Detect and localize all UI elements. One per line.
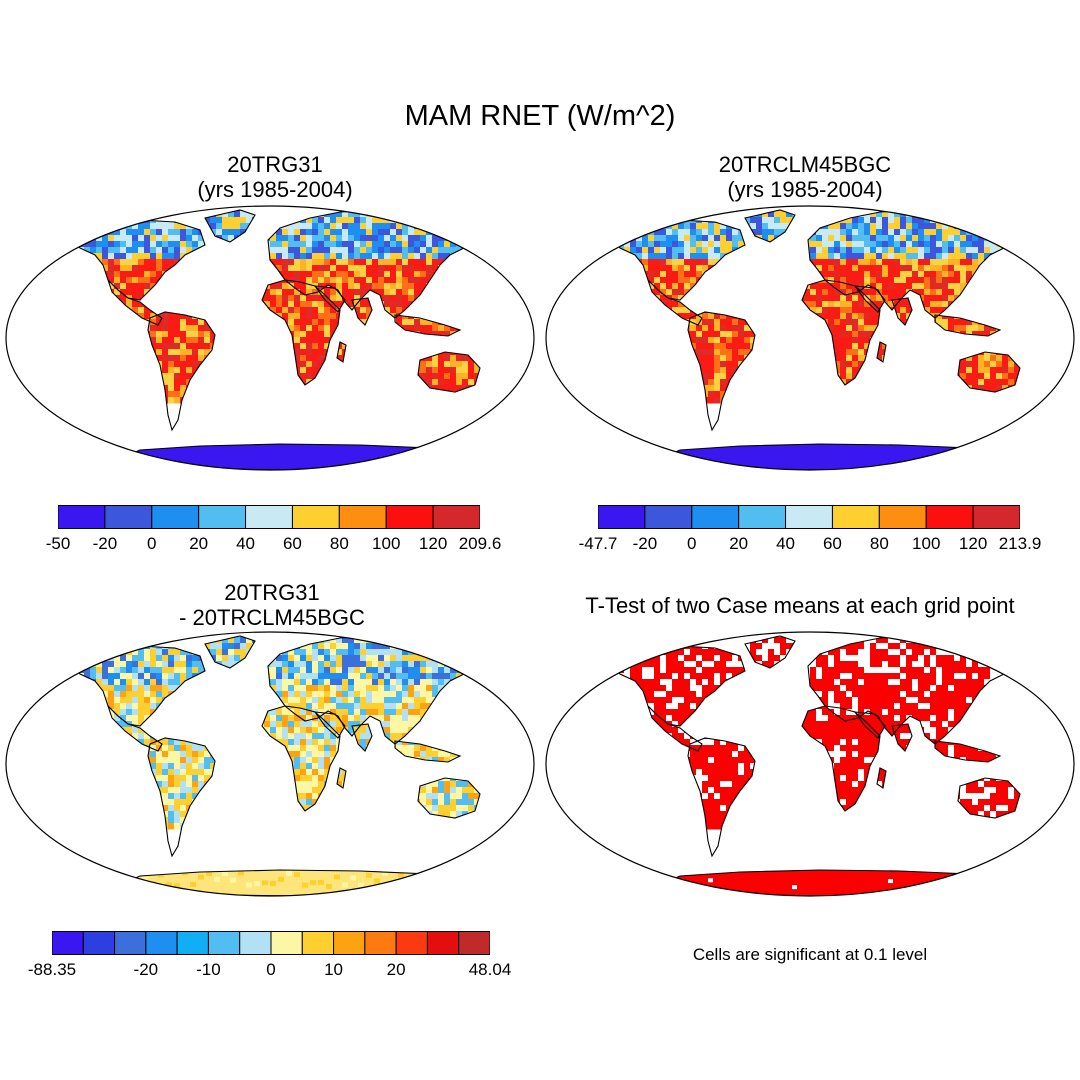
map-frame <box>545 205 1075 471</box>
panel-title-difference: 20TRG31 - 20TRCLM45BGC <box>179 580 365 630</box>
colorbar-tick-label: 40 <box>776 534 796 553</box>
coastlines <box>611 635 1021 896</box>
colorbar-tick-label: 20 <box>386 960 406 979</box>
colorbar-box <box>691 505 740 529</box>
colorbar-tick-label: 80 <box>869 534 889 553</box>
colorbar-box <box>385 505 434 529</box>
colorbar-box <box>82 931 116 955</box>
map-ttest-significance <box>545 631 1075 897</box>
colorbar-box <box>145 931 178 955</box>
panel-title-20trclm45bgc: 20TRCLM45BGC (yrs 1985-2004) <box>718 152 892 202</box>
colorbar-box <box>338 505 387 529</box>
colorbar-tick-label: -10 <box>196 960 221 979</box>
colorbar-box <box>270 931 303 955</box>
map-20trg31 <box>5 205 535 471</box>
colorbar-boxes <box>597 505 1021 529</box>
colorbar-tick-label: 40 <box>236 534 256 553</box>
map-frame <box>545 631 1075 897</box>
colorbar-box <box>426 931 460 955</box>
colorbar-tick-label: 80 <box>329 534 349 553</box>
colorbar-box <box>51 931 84 955</box>
colorbar-box <box>239 931 272 955</box>
colorbar-tick-label: 209.6 <box>458 534 502 553</box>
colorbar-box <box>291 505 340 529</box>
colorbar-tick-label: 213.9 <box>998 534 1042 553</box>
colorbar-box <box>785 505 833 529</box>
figure-title: MAM RNET (W/m^2) <box>404 100 676 132</box>
colorbar-box <box>925 505 974 529</box>
colorbar-tick-label: 0 <box>147 534 157 553</box>
colorbar-tick-label: 60 <box>282 534 302 553</box>
colorbar-box <box>458 931 491 955</box>
colorbar-tick-label: -20 <box>133 960 159 979</box>
colorbar-box <box>114 931 147 955</box>
map-frame <box>5 205 535 471</box>
colorbar-tick-label: -47.7 <box>578 534 618 553</box>
colorbar-box <box>395 931 428 955</box>
colorbar-box <box>972 505 1021 529</box>
colorbar-20trclm45bgc: -47.7 -20 0 20 40 60 80 100 120 213.9 <box>579 505 1041 553</box>
colorbar-box <box>597 505 646 529</box>
colorbar-box <box>364 931 397 955</box>
colorbar-tick-label: 120 <box>958 534 988 553</box>
colorbar-box <box>831 505 880 529</box>
significance-note: Cells are significant at 0.1 level <box>692 945 928 964</box>
colorbar-difference: -88.35 -20 -10 0 10 20 48.04 <box>28 931 511 979</box>
colorbar-tick-label: -88.35 <box>27 960 77 979</box>
colorbar-boxes <box>57 505 481 529</box>
colorbar-box <box>333 931 366 955</box>
colorbar-tick-label: 20 <box>189 534 209 553</box>
colorbar-box <box>198 505 247 529</box>
colorbar-box <box>738 505 787 529</box>
colorbar-tick-label: 48.04 <box>468 960 512 979</box>
colorbar-tick-label: 100 <box>372 534 401 553</box>
colorbar-box <box>644 505 693 529</box>
panel-title-20trg31: 20TRG31 (yrs 1985-2004) <box>197 152 353 202</box>
colorbar-tick-label: 0 <box>687 534 697 553</box>
colorbar-tick-label: 120 <box>418 534 448 553</box>
colorbar-tick-label: -50 <box>45 534 71 553</box>
colorbar-box <box>151 505 200 529</box>
colorbar-box <box>176 931 209 955</box>
colorbar-box <box>432 505 481 529</box>
colorbar-box <box>104 505 153 529</box>
colorbar-tick-label: 10 <box>324 960 344 979</box>
colorbar-box <box>878 505 927 529</box>
panel-title-ttest: T-Test of two Case means at each grid po… <box>585 593 1015 618</box>
colorbar-tick-label: -20 <box>632 534 658 553</box>
colorbar-tick-label: 20 <box>729 534 749 553</box>
colorbar-tick-label: 0 <box>266 960 276 979</box>
colorbar-box <box>301 931 335 955</box>
colorbar-tick-label: -20 <box>92 534 118 553</box>
colorbar-tick-label: 60 <box>822 534 842 553</box>
colorbar-tick-label: 100 <box>912 534 941 553</box>
colorbar-boxes <box>51 931 491 955</box>
map-difference <box>5 631 535 897</box>
map-20trclm45bgc <box>545 205 1075 471</box>
colorbar-box <box>57 505 106 529</box>
colorbar-box <box>245 505 293 529</box>
colorbar-box <box>207 931 241 955</box>
map-frame <box>5 631 535 897</box>
colorbar-20trg31: -50 -20 0 20 40 60 80 100 120 209.6 <box>46 505 501 553</box>
